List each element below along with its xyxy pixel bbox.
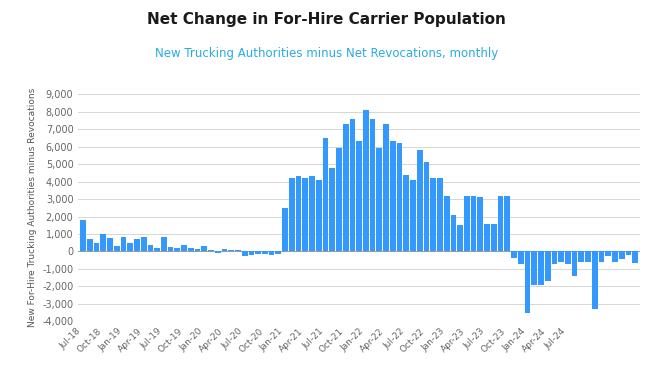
Bar [538,252,544,285]
Bar [383,124,389,252]
Bar [141,238,146,252]
Bar [114,246,119,252]
Bar [457,225,463,252]
Bar [215,252,221,253]
Bar [579,252,584,262]
Bar [572,252,577,276]
Bar [632,252,638,263]
Bar [148,245,153,252]
Text: New Trucking Authorities minus Net Revocations, monthly: New Trucking Authorities minus Net Revoc… [155,47,498,60]
Bar [336,148,342,252]
Bar [161,238,167,252]
Bar [168,247,174,252]
Bar [417,150,422,252]
Bar [235,250,241,252]
Bar [524,252,530,313]
Bar [532,252,537,285]
Bar [316,180,322,252]
Bar [201,246,207,252]
Bar [357,141,362,252]
Bar [282,208,288,252]
Bar [498,196,503,252]
Bar [107,238,113,252]
Bar [208,250,214,252]
Bar [424,162,430,252]
Bar [404,174,409,252]
Bar [626,252,631,255]
Bar [174,248,180,252]
Y-axis label: New For-Hire Trucking Authorities minus Revocations: New For-Hire Trucking Authorities minus … [27,88,37,327]
Bar [558,252,564,262]
Bar [134,239,140,252]
Bar [262,252,268,254]
Bar [309,176,315,252]
Bar [592,252,597,309]
Bar [221,249,227,252]
Bar [491,223,497,252]
Bar [599,252,605,262]
Bar [437,178,443,252]
Bar [229,250,234,252]
Bar [605,252,611,256]
Bar [255,252,261,254]
Bar [363,110,369,252]
Bar [80,220,86,252]
Bar [396,143,402,252]
Bar [511,252,517,258]
Bar [464,196,470,252]
Bar [296,176,302,252]
Bar [410,180,416,252]
Bar [249,252,254,255]
Bar [552,252,557,264]
Bar [302,178,308,252]
Bar [390,141,396,252]
Bar [269,252,274,255]
Bar [619,252,625,260]
Bar [504,196,510,252]
Bar [377,148,382,252]
Bar [87,239,93,252]
Bar [343,124,349,252]
Bar [121,237,126,252]
Bar [518,252,524,264]
Bar [101,234,106,252]
Bar [471,196,477,252]
Bar [451,215,456,252]
Bar [585,252,591,262]
Bar [430,178,436,252]
Bar [565,252,571,264]
Bar [276,252,281,254]
Bar [477,197,483,252]
Bar [289,178,295,252]
Bar [195,249,200,252]
Bar [93,243,99,252]
Bar [154,248,160,252]
Bar [485,223,490,252]
Bar [323,138,328,252]
Bar [188,248,194,252]
Bar [242,252,247,256]
Bar [612,252,618,262]
Bar [545,252,550,281]
Bar [182,245,187,252]
Bar [127,243,133,252]
Bar [329,167,335,252]
Bar [370,118,375,252]
Bar [444,196,449,252]
Text: Net Change in For-Hire Carrier Population: Net Change in For-Hire Carrier Populatio… [147,12,506,27]
Bar [349,118,355,252]
